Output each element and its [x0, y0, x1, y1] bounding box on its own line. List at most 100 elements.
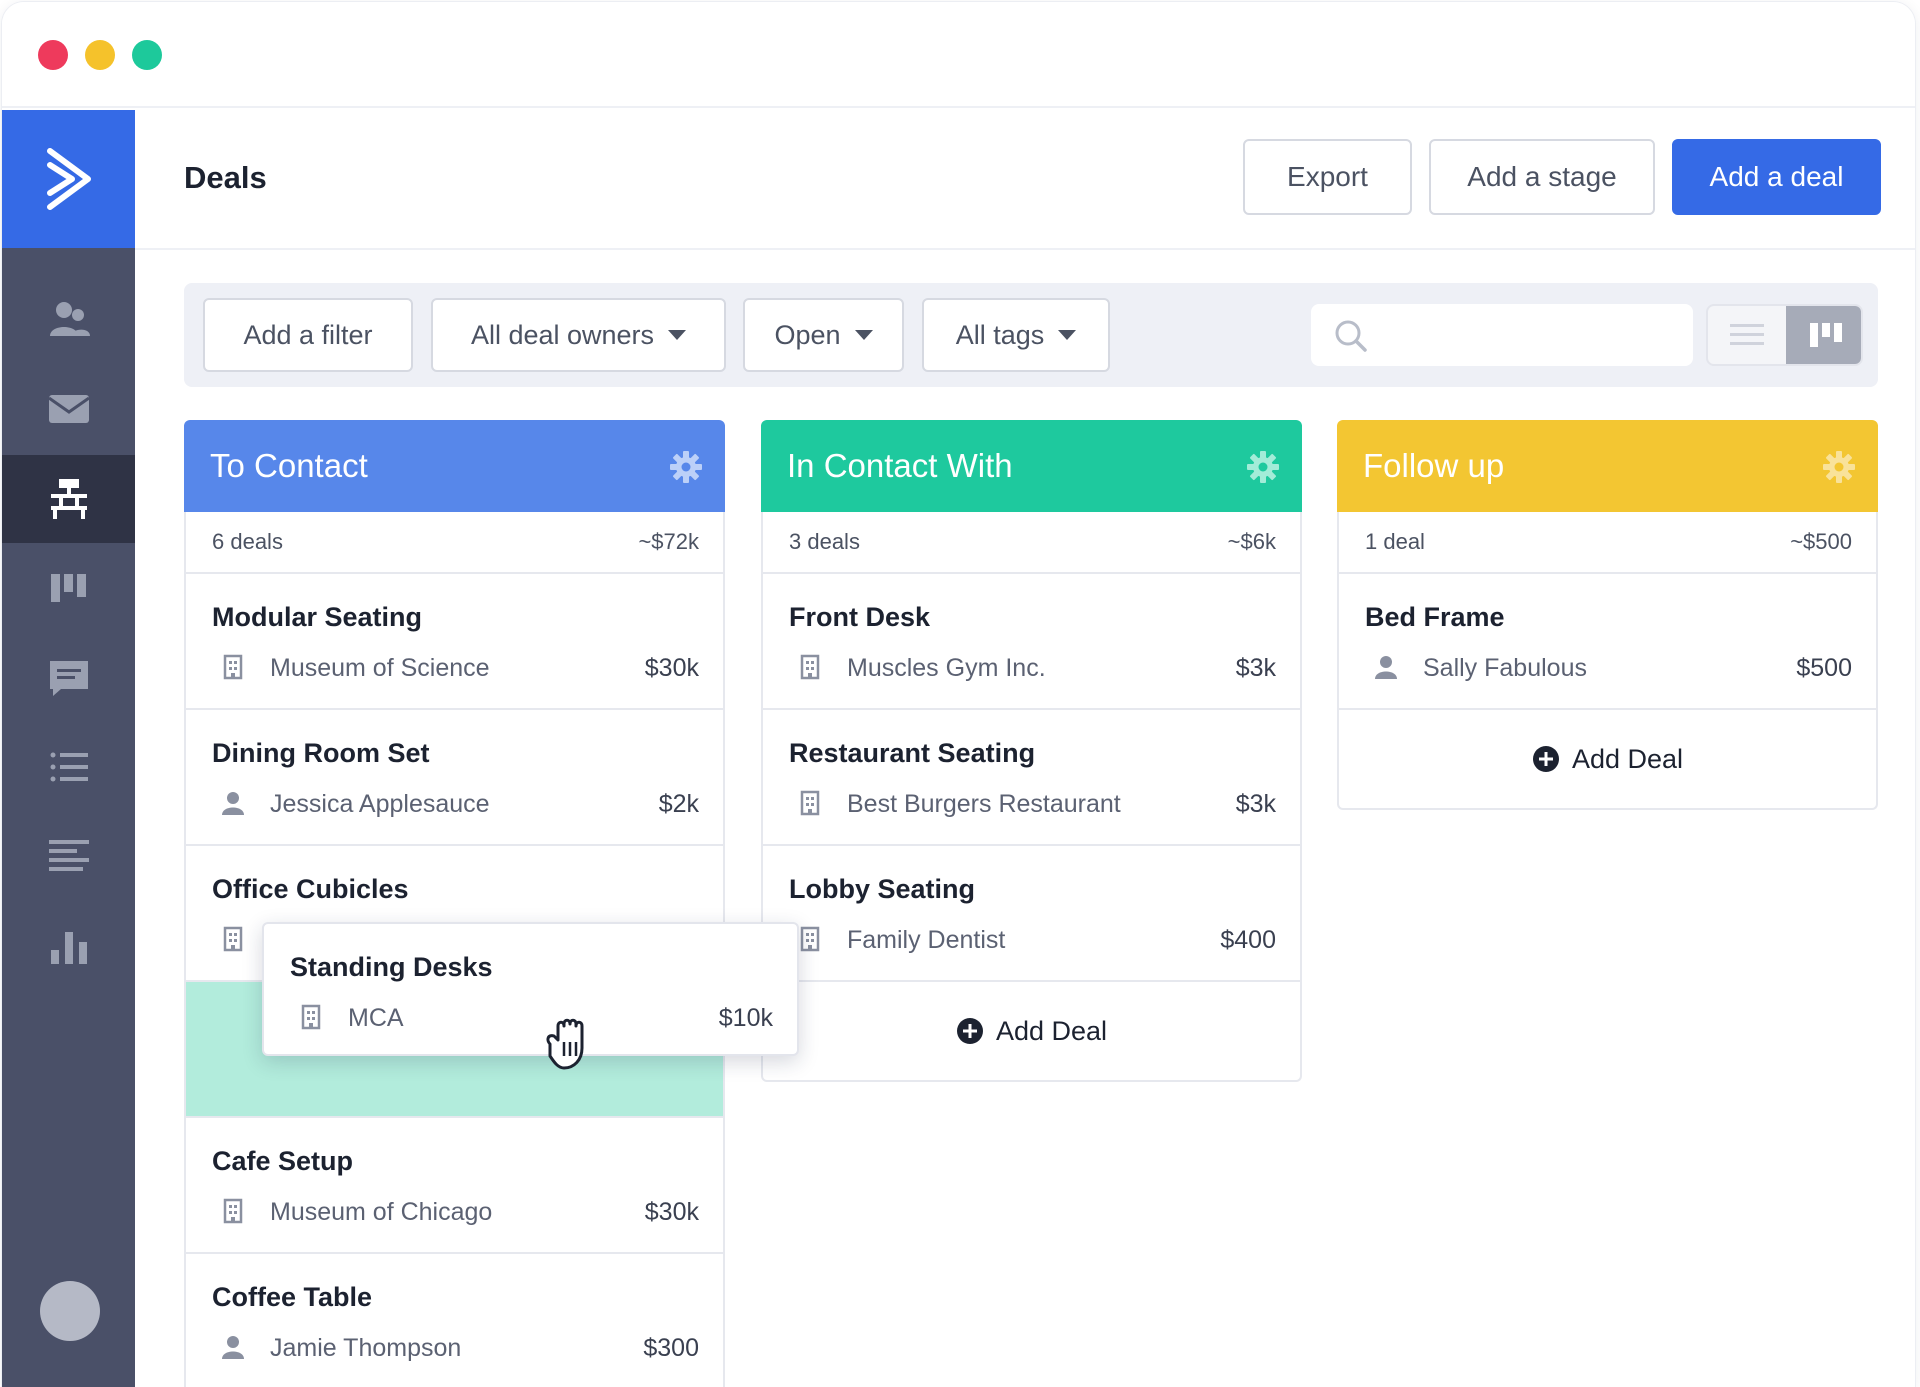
page-header: Deals Export Add a stage Add a deal: [135, 110, 1915, 250]
add-deal-row-button[interactable]: Add Deal: [1337, 710, 1878, 810]
tags-dropdown[interactable]: All tags: [922, 298, 1110, 372]
board-icon: [50, 574, 86, 602]
add-deal-row-button[interactable]: Add Deal: [761, 982, 1302, 1082]
deal-card[interactable]: Front Desk Muscles Gym Inc. $3k: [761, 574, 1302, 710]
deal-contact: Best Burgers Restaurant: [847, 790, 1121, 818]
deal-contact: Jessica Applesauce: [270, 790, 490, 818]
stage-summary: 3 deals ~$6k: [761, 512, 1302, 574]
sidebar-item-reports[interactable]: [2, 902, 135, 990]
deal-title: Lobby Seating: [789, 874, 976, 904]
sidebar-item-lists[interactable]: [2, 723, 135, 811]
building-icon: [223, 1198, 243, 1224]
deal-value: $500: [1796, 654, 1852, 682]
deal-count: 1 deal: [1365, 529, 1425, 554]
deal-contact: Museum of Chicago: [270, 1198, 493, 1226]
sidebar-item-deals[interactable]: [2, 455, 135, 543]
logo-chevron-icon: [46, 148, 91, 210]
sidebar: [2, 110, 135, 1387]
deal-title: Restaurant Seating: [789, 738, 1036, 768]
stage-column-to-contact: To Contact 6 deals ~$72k Modular Seating…: [184, 420, 725, 1387]
deal-card[interactable]: Restaurant Seating Best Burgers Restaura…: [761, 710, 1302, 846]
window-titlebar: [2, 2, 1915, 108]
person-icon: [1375, 656, 1397, 679]
deal-title: Bed Frame: [1365, 602, 1505, 632]
deal-owners-label: All deal owners: [470, 319, 655, 350]
deal-value: $2k: [658, 790, 699, 818]
deal-card[interactable]: Dining Room Set Jessica Applesauce $2k: [184, 710, 725, 846]
deal-total: ~$500: [1790, 529, 1852, 554]
deal-title: Modular Seating: [212, 602, 423, 632]
stage-header: In Contact With: [761, 420, 1302, 512]
building-icon: [301, 1004, 321, 1030]
deal-value: $30k: [644, 654, 699, 682]
grab-cursor-icon: [546, 1018, 584, 1070]
deal-value: $3k: [1235, 654, 1276, 682]
plus-circle-icon: [956, 1018, 983, 1044]
dragging-deal-card[interactable]: Standing Desks MCA $10k: [262, 922, 799, 1056]
stage-header: To Contact: [184, 420, 725, 512]
plus-circle-icon: [1532, 746, 1559, 772]
stage-title: To Contact: [210, 447, 368, 484]
logo[interactable]: [2, 110, 135, 248]
deal-card[interactable]: Lobby Seating Family Dentist $400: [761, 846, 1302, 982]
gear-icon[interactable]: [1822, 450, 1856, 484]
sidebar-item-forms[interactable]: [2, 812, 135, 900]
sidebar-item-pipeline[interactable]: [2, 544, 135, 632]
list-view-button[interactable]: [1708, 306, 1786, 364]
add-deal-label: Add Deal: [995, 1015, 1108, 1046]
sidebar-item-conversations[interactable]: [2, 634, 135, 722]
user-avatar[interactable]: [40, 1281, 100, 1341]
deal-contact: MCA: [348, 1004, 404, 1032]
list-view-icon: [1730, 324, 1764, 345]
building-icon: [800, 790, 820, 816]
building-icon: [800, 926, 820, 952]
stage-summary: 1 deal ~$500: [1337, 512, 1878, 574]
deal-title: Office Cubicles: [212, 874, 409, 904]
deal-title: Coffee Table: [212, 1282, 373, 1312]
deal-contact: Jamie Thompson: [270, 1334, 462, 1362]
board-view-icon: [1809, 323, 1842, 347]
export-button[interactable]: Export: [1243, 139, 1412, 215]
building-icon: [223, 654, 243, 680]
stage-column-follow-up: Follow up 1 deal ~$500 Bed Frame Sally F…: [1337, 420, 1878, 810]
deal-value: $400: [1220, 926, 1276, 954]
board-view-button[interactable]: [1786, 306, 1861, 364]
stage-summary: 6 deals ~$72k: [184, 512, 725, 574]
deal-count: 3 deals: [789, 529, 860, 554]
gear-icon[interactable]: [1246, 450, 1280, 484]
deal-contact: Museum of Science: [270, 654, 490, 682]
person-icon: [222, 1336, 244, 1359]
gear-icon[interactable]: [669, 450, 703, 484]
list-icon: [50, 752, 88, 782]
add-stage-button[interactable]: Add a stage: [1429, 139, 1655, 215]
close-window-button[interactable]: [38, 40, 68, 70]
filter-bar: Add a filter All deal owners Open All ta…: [184, 283, 1878, 387]
sidebar-item-email[interactable]: [2, 365, 135, 453]
deal-card[interactable]: Bed Frame Sally Fabulous $500: [1337, 574, 1878, 710]
add-deal-button[interactable]: Add a deal: [1672, 139, 1881, 215]
maximize-window-button[interactable]: [132, 40, 162, 70]
deal-value: $300: [643, 1334, 699, 1362]
chevron-down-icon: [1058, 330, 1077, 340]
deal-title: Cafe Setup: [212, 1146, 354, 1176]
stage-column-in-contact-with: In Contact With 3 deals ~$6k Front Desk …: [761, 420, 1302, 1082]
page-title: Deals: [184, 160, 267, 195]
deal-card[interactable]: Modular Seating Museum of Science $30k: [184, 574, 725, 710]
bar-chart-icon: [50, 932, 87, 964]
deal-card[interactable]: Cafe Setup Museum of Chicago $30k: [184, 1118, 725, 1254]
sidebar-item-contacts[interactable]: [2, 276, 135, 364]
search-input[interactable]: [1311, 304, 1693, 366]
minimize-window-button[interactable]: [85, 40, 115, 70]
status-label: Open: [774, 319, 841, 350]
add-filter-button[interactable]: Add a filter: [203, 298, 413, 372]
deal-card[interactable]: Coffee Table Jamie Thompson $300: [184, 1254, 725, 1387]
status-dropdown[interactable]: Open: [743, 298, 904, 372]
deal-owners-dropdown[interactable]: All deal owners: [431, 298, 726, 372]
building-icon: [223, 926, 243, 952]
mail-icon: [47, 395, 90, 423]
reports-icon: [48, 840, 89, 871]
add-filter-label: Add a filter: [243, 319, 373, 350]
deal-contact: Sally Fabulous: [1423, 654, 1587, 682]
deal-value: $30k: [644, 1198, 699, 1226]
deal-title: Front Desk: [789, 602, 931, 632]
